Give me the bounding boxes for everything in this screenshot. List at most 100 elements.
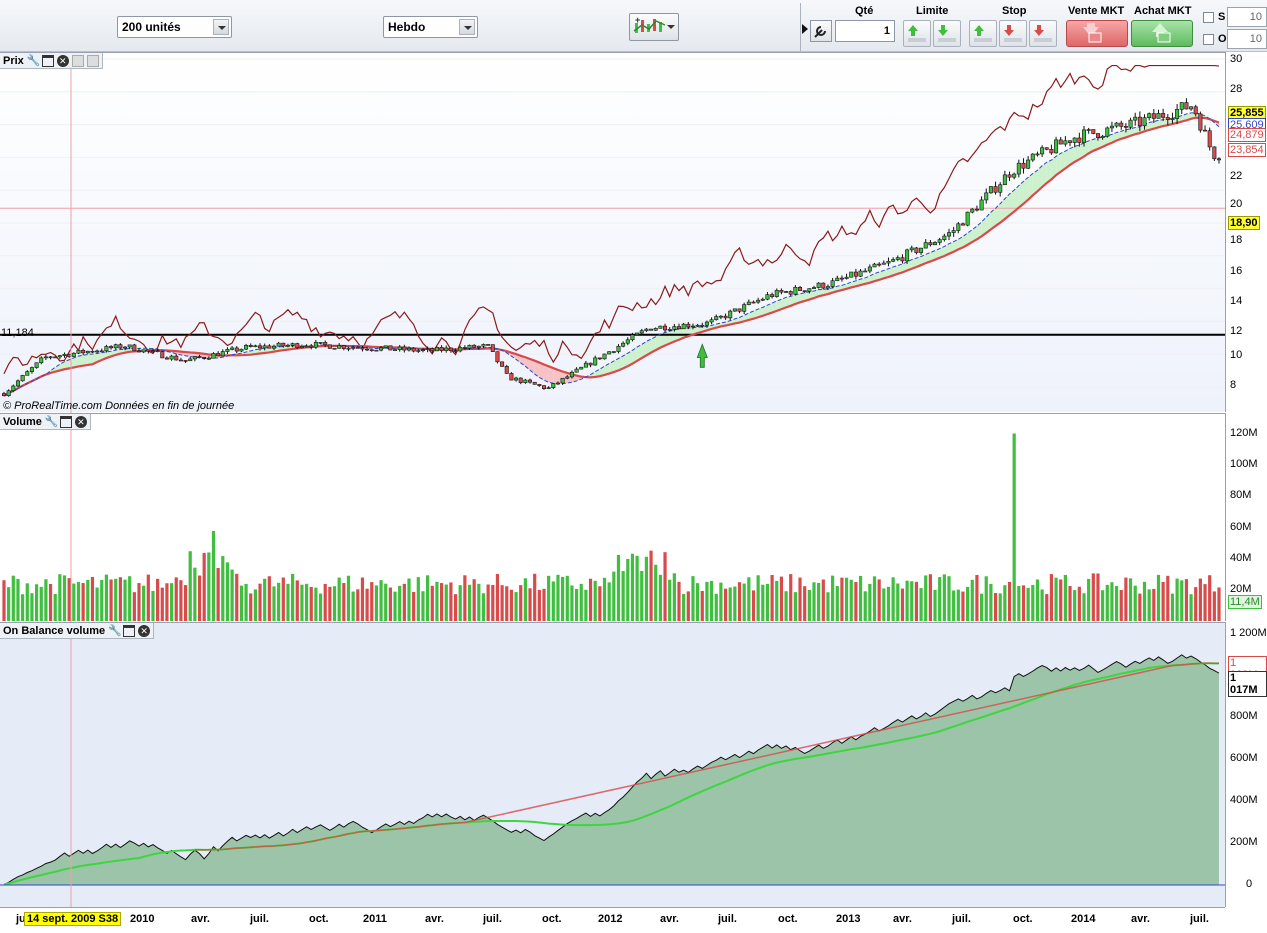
candle-down[interactable] xyxy=(509,372,514,381)
candle-up[interactable] xyxy=(188,356,193,362)
candle-up[interactable] xyxy=(639,328,644,335)
candle-up[interactable] xyxy=(946,228,951,241)
stop-mid-button[interactable] xyxy=(999,20,1027,47)
candle-up[interactable] xyxy=(835,275,840,282)
candle-down[interactable] xyxy=(1,391,7,397)
candle-up[interactable] xyxy=(625,337,630,346)
candle-up[interactable] xyxy=(1072,137,1077,148)
candle-up[interactable] xyxy=(6,389,11,397)
candle-up[interactable] xyxy=(211,352,216,359)
candle-down[interactable] xyxy=(853,268,858,280)
candle-up[interactable] xyxy=(1114,122,1119,128)
expand-arrow-icon[interactable] xyxy=(802,24,808,34)
candle-down[interactable] xyxy=(532,381,537,385)
candle-up[interactable] xyxy=(374,349,379,352)
candle-up[interactable] xyxy=(695,323,700,327)
candle-up[interactable] xyxy=(346,347,351,352)
candle-up[interactable] xyxy=(825,284,830,291)
s-checkbox[interactable] xyxy=(1203,12,1214,23)
candle-up[interactable] xyxy=(891,257,896,263)
candle-up[interactable] xyxy=(919,247,924,255)
candle-up[interactable] xyxy=(1189,106,1194,111)
candle-up[interactable] xyxy=(690,323,695,330)
candle-up[interactable] xyxy=(1026,156,1031,170)
candle-down[interactable] xyxy=(48,356,53,360)
candle-down[interactable] xyxy=(1044,147,1049,151)
candle-up[interactable] xyxy=(863,268,868,273)
candle-down[interactable] xyxy=(1095,133,1100,141)
candle-up[interactable] xyxy=(379,346,384,352)
candle-up[interactable] xyxy=(53,356,58,359)
candle-down[interactable] xyxy=(462,345,467,350)
candle-down[interactable] xyxy=(597,357,602,360)
candle-up[interactable] xyxy=(872,262,877,268)
candle-down[interactable] xyxy=(155,348,160,353)
candle-down[interactable] xyxy=(500,361,505,367)
candle-down[interactable] xyxy=(388,345,393,351)
limit-sell-button[interactable] xyxy=(933,20,961,47)
wrench-icon[interactable]: 🔧 xyxy=(26,54,41,67)
candle-up[interactable] xyxy=(1179,102,1184,114)
candle-up[interactable] xyxy=(1109,121,1114,132)
candle-down[interactable] xyxy=(146,349,151,354)
candle-down[interactable] xyxy=(700,322,705,328)
candle-down[interactable] xyxy=(1165,114,1170,126)
candle-up[interactable] xyxy=(1142,114,1147,130)
candle-up[interactable] xyxy=(406,346,411,352)
candle-up[interactable] xyxy=(811,285,816,289)
maximize-icon[interactable] xyxy=(41,54,54,67)
candle-up[interactable] xyxy=(709,317,714,325)
candle-down[interactable] xyxy=(663,323,668,333)
candle-down[interactable] xyxy=(109,345,114,350)
candle-down[interactable] xyxy=(960,222,965,226)
o-checkbox[interactable] xyxy=(1203,34,1214,45)
candle-down[interactable] xyxy=(411,347,416,353)
maximize-icon[interactable] xyxy=(59,415,72,428)
candle-down[interactable] xyxy=(1203,125,1208,132)
candle-up[interactable] xyxy=(858,269,863,278)
candle-up[interactable] xyxy=(551,383,556,390)
candle-up[interactable] xyxy=(1030,153,1035,162)
candle-up[interactable] xyxy=(579,366,584,370)
candle-up[interactable] xyxy=(942,233,947,242)
candle-down[interactable] xyxy=(1212,146,1217,161)
candle-up[interactable] xyxy=(434,346,439,352)
candle-down[interactable] xyxy=(1217,157,1222,164)
candle-up[interactable] xyxy=(62,352,67,358)
candle-up[interactable] xyxy=(169,354,174,361)
candle-up[interactable] xyxy=(1100,134,1105,140)
candle-up[interactable] xyxy=(25,370,30,376)
candle-up[interactable] xyxy=(742,302,747,315)
candle-down[interactable] xyxy=(1091,129,1096,135)
candle-down[interactable] xyxy=(839,275,844,282)
candle-up[interactable] xyxy=(220,349,225,357)
candle-up[interactable] xyxy=(830,277,835,289)
candle-up[interactable] xyxy=(276,341,281,347)
candle-up[interactable] xyxy=(29,366,34,374)
quantity-select[interactable]: 200 unités xyxy=(117,16,232,38)
candle-down[interactable] xyxy=(779,288,784,295)
candle-up[interactable] xyxy=(318,342,323,345)
candle-down[interactable] xyxy=(1077,132,1082,147)
candle-down[interactable] xyxy=(588,362,593,368)
candle-up[interactable] xyxy=(467,344,472,350)
wrench-icon[interactable]: 🔧 xyxy=(44,415,59,428)
candle-up[interactable] xyxy=(244,343,249,351)
candle-down[interactable] xyxy=(802,290,807,293)
candle-down[interactable] xyxy=(402,344,407,353)
candle-down[interactable] xyxy=(365,346,370,352)
candle-down[interactable] xyxy=(216,351,221,357)
candle-down[interactable] xyxy=(974,205,979,212)
candle-down[interactable] xyxy=(914,246,919,255)
candle-up[interactable] xyxy=(253,344,258,348)
candle-down[interactable] xyxy=(1151,108,1156,123)
candle-up[interactable] xyxy=(332,347,337,350)
close-icon[interactable]: ✕ xyxy=(138,624,151,637)
candle-up[interactable] xyxy=(560,377,565,385)
candle-up[interactable] xyxy=(1175,104,1180,125)
candle-up[interactable] xyxy=(351,345,356,351)
candle-down[interactable] xyxy=(649,328,654,331)
candle-up[interactable] xyxy=(658,325,663,329)
candle-down[interactable] xyxy=(234,346,239,354)
candle-down[interactable] xyxy=(1207,127,1212,151)
